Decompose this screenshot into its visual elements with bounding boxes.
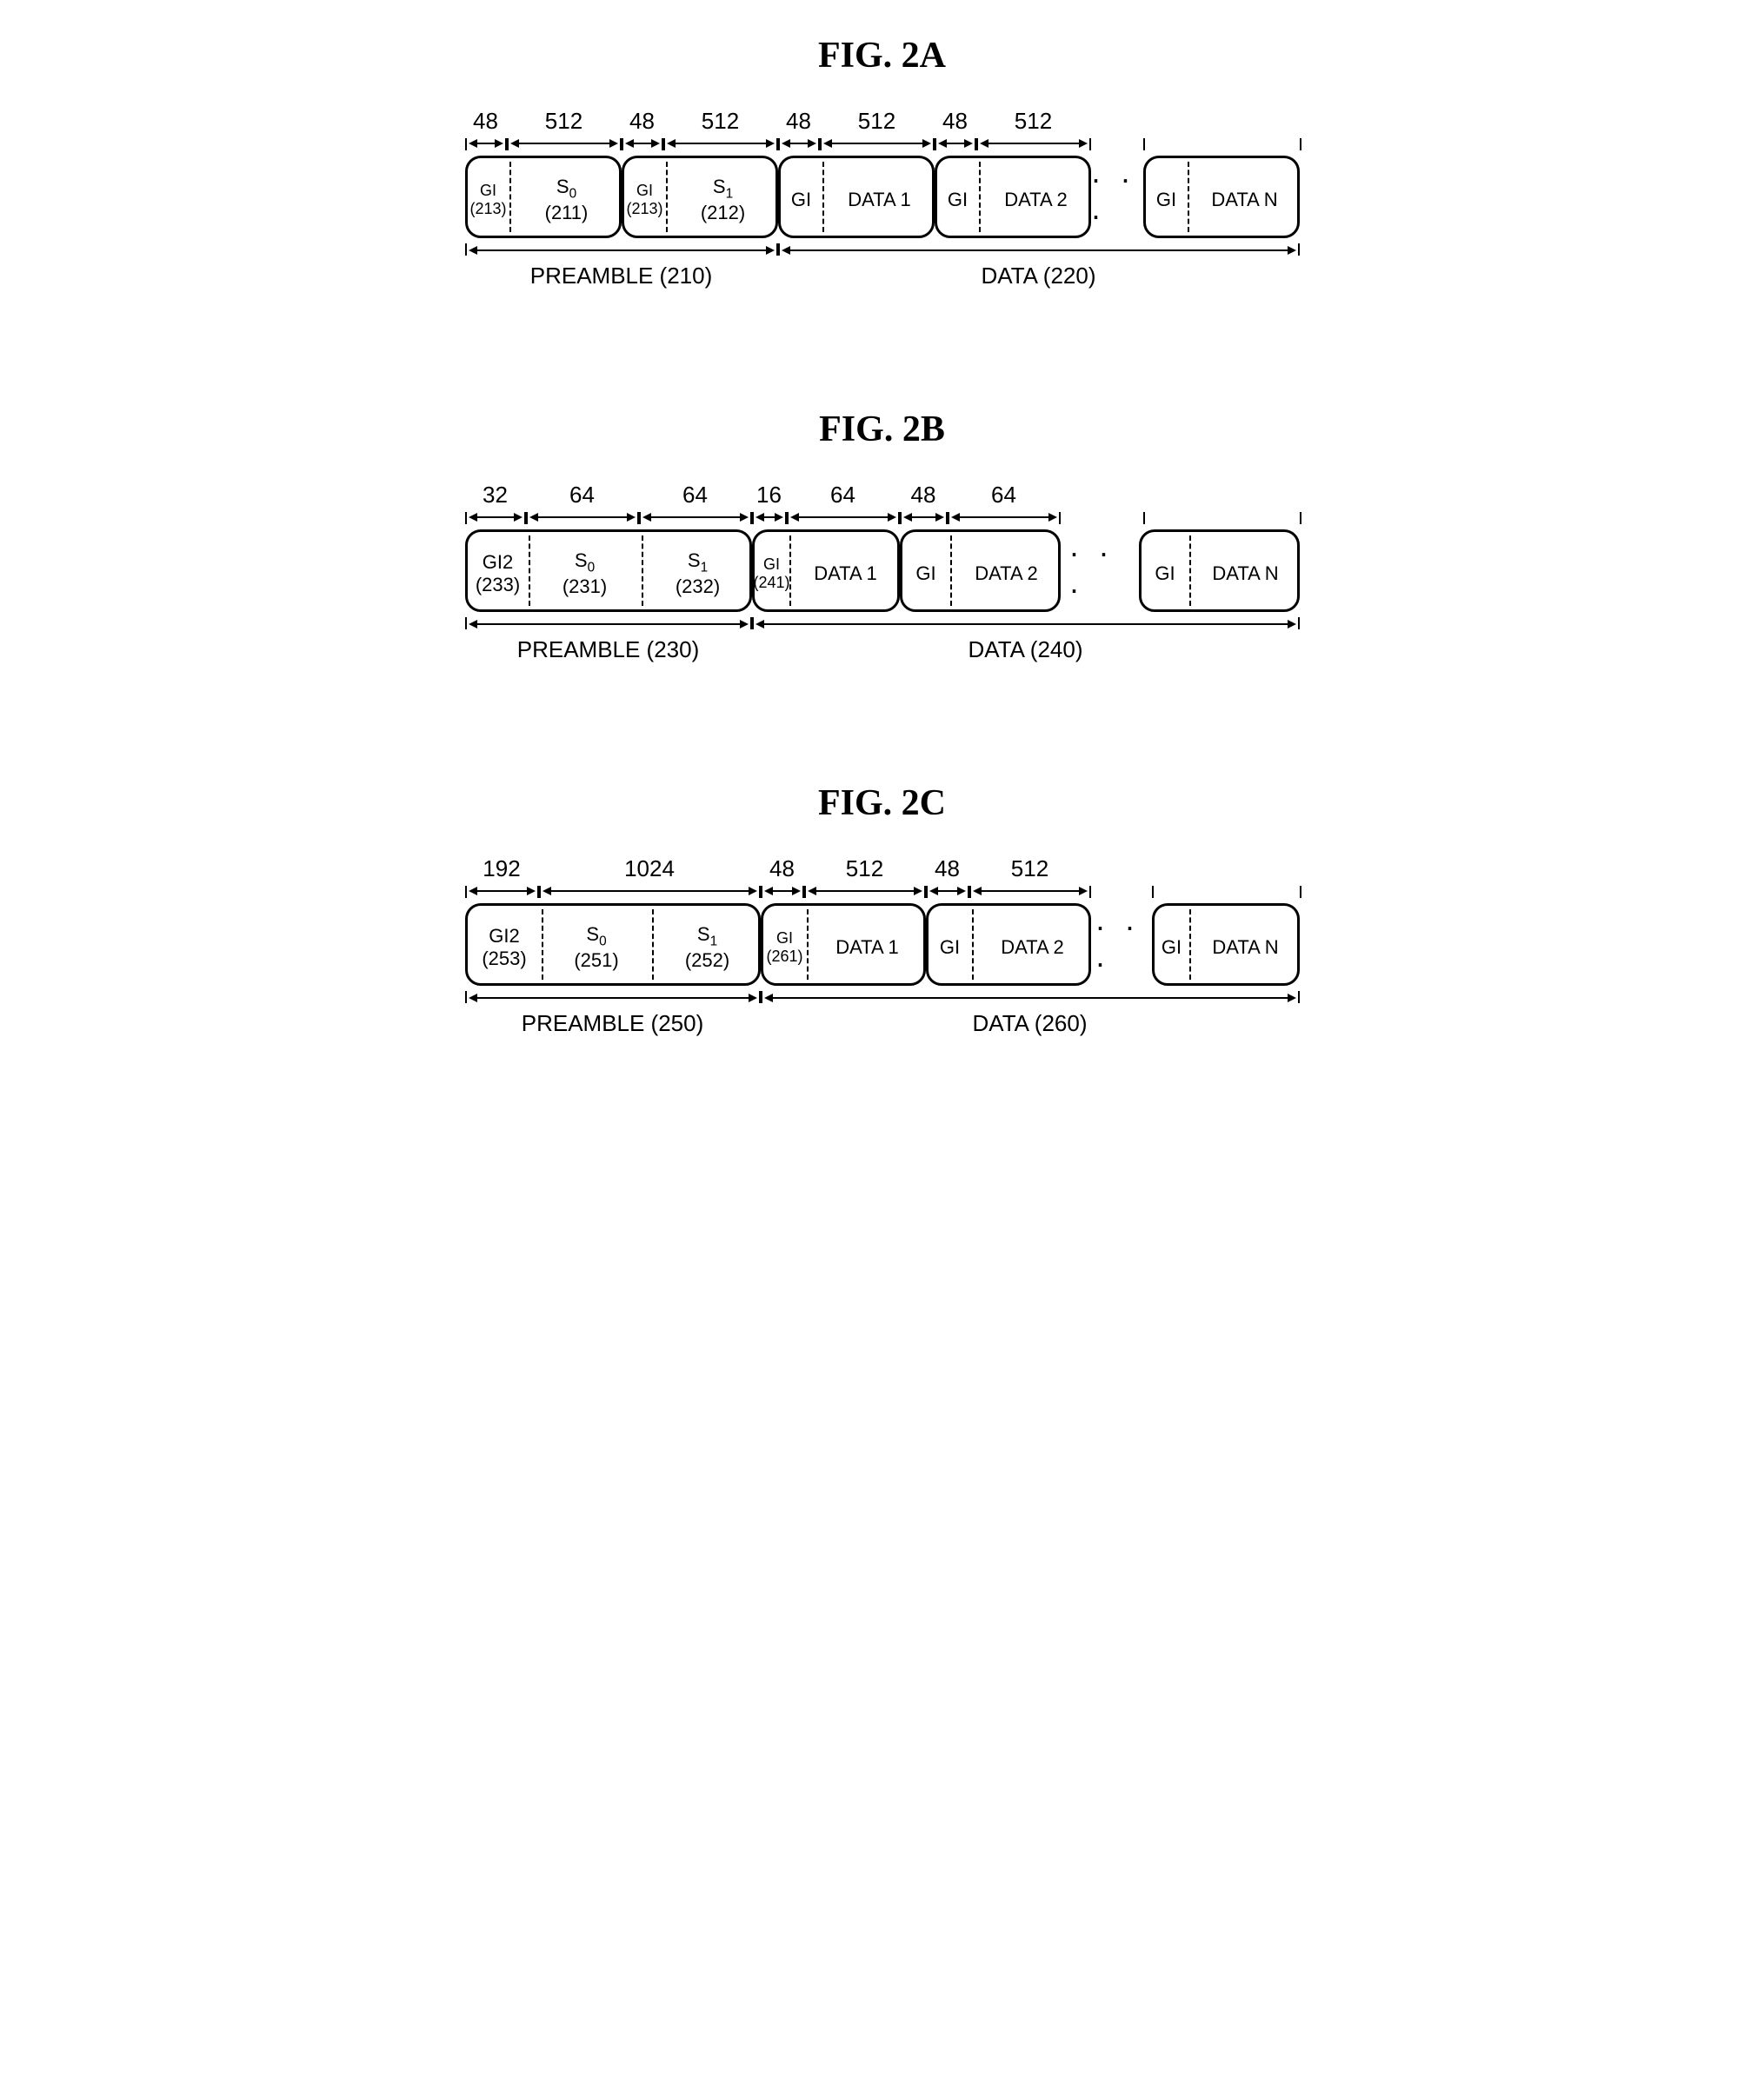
frame-block: GIDATA 2 <box>900 529 1061 612</box>
block-cell: DATA 2 <box>979 158 1094 241</box>
dimension-row: 32646416644864 <box>465 476 1300 524</box>
figure: FIG. 2A48512485124851248512GI(213)S0(211… <box>17 35 1747 304</box>
dimension-segment: 48 <box>761 850 804 898</box>
diagram: 19210244851248512GI2(253)S0(251)S1(252)G… <box>465 850 1300 1052</box>
brace-segment: DATA (240) <box>752 617 1300 678</box>
dimension-segment: 512 <box>507 103 622 150</box>
dimension-segment: 64 <box>787 476 900 524</box>
frame-block: GIDATA N <box>1152 903 1300 986</box>
block-cell: DATA 1 <box>822 158 937 241</box>
dimension-tick <box>1300 512 1301 524</box>
block-cell: DATA 2 <box>972 906 1094 988</box>
dimension-tick <box>1300 138 1301 150</box>
dimension-segment: 192 <box>465 850 539 898</box>
block-cell: DATA N <box>1188 158 1302 241</box>
dimension-segment: 512 <box>820 103 935 150</box>
dimension-segment: 48 <box>900 476 948 524</box>
frame-block: GI(213)S1(212) <box>622 156 778 238</box>
frame-block: GI(213)S0(211) <box>465 156 622 238</box>
dimension-tick <box>1152 886 1154 898</box>
dimension-segment: 512 <box>804 850 926 898</box>
block-cell: DATA N <box>1189 532 1302 615</box>
block-cell: GI <box>1155 906 1189 988</box>
block-cell: GI(213) <box>624 158 666 241</box>
frame-block: GIDATA 2 <box>935 156 1091 238</box>
block-cell: GI <box>1142 532 1189 615</box>
block-cell: DATA N <box>1189 906 1302 988</box>
brace-row: PREAMBLE (210)DATA (220) <box>465 243 1300 304</box>
block-cell: GI <box>781 158 822 241</box>
block-cell: S1(232) <box>642 532 755 615</box>
figure: FIG. 2B32646416644864GI2(233)S0(231)S1(2… <box>17 409 1747 678</box>
dimension-segment: 512 <box>969 850 1091 898</box>
brace-segment: PREAMBLE (230) <box>465 617 752 678</box>
dimension-segment: 64 <box>948 476 1061 524</box>
dimension-segment: 512 <box>663 103 778 150</box>
ellipsis: · · · <box>1095 903 1148 986</box>
frame-block: GI(261)DATA 1 <box>761 903 926 986</box>
figure-title: FIG. 2B <box>17 409 1747 450</box>
block-cell: S1(212) <box>666 158 781 241</box>
diagram: 32646416644864GI2(233)S0(231)S1(232)GI(2… <box>465 476 1300 678</box>
brace-row: PREAMBLE (250)DATA (260) <box>465 991 1300 1052</box>
block-cell: S0(211) <box>509 158 624 241</box>
figure: FIG. 2C19210244851248512GI2(253)S0(251)S… <box>17 782 1747 1052</box>
block-row: GI(213)S0(211)GI(213)S1(212)GIDATA 1GIDA… <box>465 156 1300 238</box>
block-cell: DATA 1 <box>807 906 929 988</box>
brace-segment: PREAMBLE (210) <box>465 243 778 304</box>
dimension-tick <box>1300 886 1301 898</box>
frame-block: GI(241)DATA 1 <box>752 529 900 612</box>
brace-segment: DATA (220) <box>778 243 1300 304</box>
brace-segment: PREAMBLE (250) <box>465 991 761 1052</box>
dimension-segment: 48 <box>622 103 663 150</box>
block-cell: GI <box>1146 158 1188 241</box>
frame-block: GIDATA 2 <box>926 903 1091 986</box>
block-cell: GI(241) <box>755 532 789 615</box>
dimension-tick <box>1143 138 1145 150</box>
frame-block: GIDATA N <box>1139 529 1300 612</box>
dimension-row: 19210244851248512 <box>465 850 1300 898</box>
figure-title: FIG. 2C <box>17 782 1747 824</box>
frame-block: GI2(253)S0(251)S1(252) <box>465 903 761 986</box>
dimension-segment: 64 <box>639 476 752 524</box>
diagram: 48512485124851248512GI(213)S0(211)GI(213… <box>465 103 1300 304</box>
dimension-row: 48512485124851248512 <box>465 103 1300 150</box>
block-row: GI2(253)S0(251)S1(252)GI(261)DATA 1GIDAT… <box>465 903 1300 986</box>
dimension-segment: 48 <box>926 850 969 898</box>
block-row: GI2(233)S0(231)S1(232)GI(241)DATA 1GIDAT… <box>465 529 1300 612</box>
block-cell: S1(252) <box>652 906 763 988</box>
block-cell: GI <box>937 158 979 241</box>
frame-block: GI2(233)S0(231)S1(232) <box>465 529 752 612</box>
dimension-segment: 32 <box>465 476 526 524</box>
dimension-segment: 16 <box>752 476 787 524</box>
frame-block: GIDATA 1 <box>778 156 935 238</box>
block-cell: GI(261) <box>763 906 807 988</box>
dimension-segment: 48 <box>935 103 976 150</box>
dimension-tick <box>1143 512 1145 524</box>
block-cell: GI(213) <box>468 158 509 241</box>
block-cell: GI2(253) <box>468 906 542 988</box>
dimension-segment: 48 <box>778 103 820 150</box>
block-cell: S0(251) <box>542 906 652 988</box>
figure-title: FIG. 2A <box>17 35 1747 76</box>
brace-segment: DATA (260) <box>761 991 1300 1052</box>
block-cell: GI <box>929 906 972 988</box>
block-cell: GI <box>902 532 950 615</box>
dimension-segment: 48 <box>465 103 507 150</box>
dimension-segment: 512 <box>976 103 1091 150</box>
block-cell: S0(231) <box>529 532 642 615</box>
block-cell: GI2(233) <box>468 532 529 615</box>
ellipsis: · · · <box>1069 529 1130 612</box>
dimension-segment: 1024 <box>539 850 761 898</box>
dimension-segment: 64 <box>526 476 639 524</box>
block-cell: DATA 1 <box>789 532 902 615</box>
ellipsis: · · · <box>1091 156 1143 238</box>
block-cell: DATA 2 <box>950 532 1063 615</box>
brace-row: PREAMBLE (230)DATA (240) <box>465 617 1300 678</box>
frame-block: GIDATA N <box>1143 156 1300 238</box>
